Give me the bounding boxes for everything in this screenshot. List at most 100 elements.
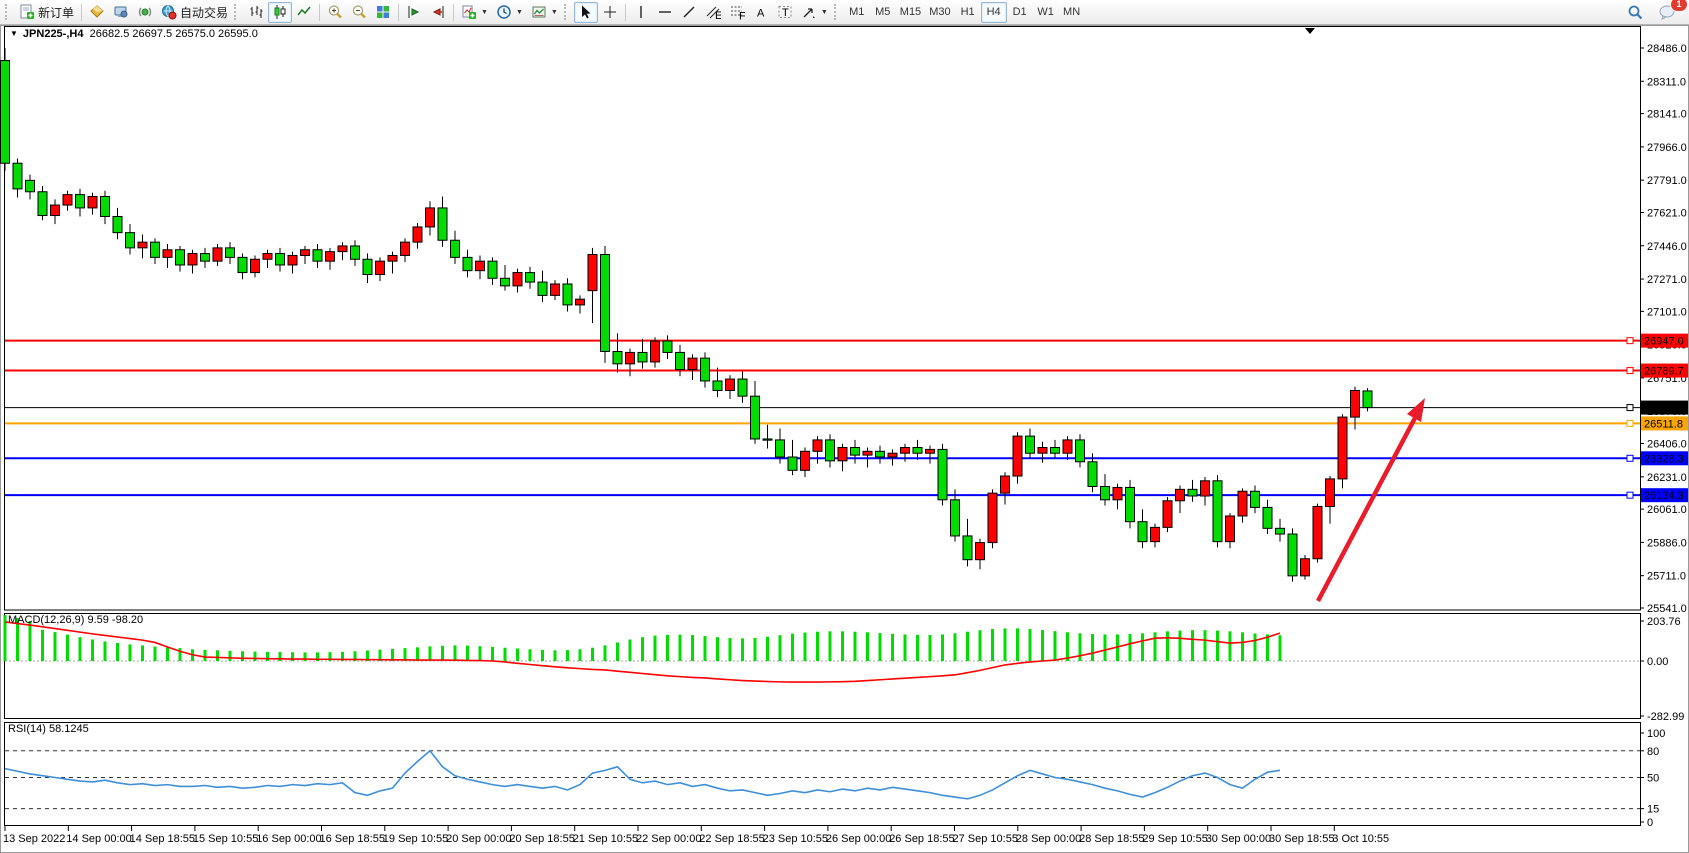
candle-body — [712, 380, 723, 391]
fibonacci-button[interactable]: F — [725, 2, 749, 23]
charts-button[interactable] — [85, 2, 109, 23]
candle-body — [1325, 478, 1335, 507]
line-handle[interactable] — [1626, 367, 1634, 375]
toolbar-grip[interactable] — [563, 4, 571, 20]
zoom-in-icon — [327, 4, 343, 20]
candle-body — [912, 447, 923, 454]
candle-body — [412, 226, 423, 243]
candle-body — [687, 357, 698, 371]
zoom-in-button[interactable] — [323, 2, 347, 23]
charts-icon — [89, 4, 105, 20]
price-axis-label: 28311.0 — [1647, 76, 1686, 88]
svg-text:F: F — [739, 11, 745, 21]
toolbar-grip[interactable] — [833, 4, 841, 20]
candle-body — [287, 254, 298, 266]
time-axis-label: 14 Sep 00:00 — [66, 833, 131, 845]
arrow-tools-button[interactable]: ▼ — [797, 2, 832, 23]
timeframe-M30[interactable]: M30 — [925, 2, 954, 23]
navigator-button[interactable] — [109, 2, 133, 23]
cursor-button[interactable] — [573, 1, 598, 23]
timeframe-MN[interactable]: MN — [1059, 2, 1085, 23]
timeframe-M1[interactable]: M1 — [844, 2, 870, 23]
crosshair-button[interactable] — [598, 2, 622, 23]
candle-body — [750, 395, 760, 440]
toolbar-grip[interactable] — [234, 4, 241, 20]
vertical-line-button[interactable] — [629, 2, 653, 23]
candle-body — [850, 447, 860, 456]
macd-signal-line — [4, 621, 1281, 683]
crosshair-icon — [602, 4, 618, 20]
bar-chart-button[interactable] — [244, 2, 268, 23]
candle-body — [1300, 558, 1310, 577]
candle-body — [0, 60, 10, 164]
new-order-button[interactable]: 新订单 — [15, 2, 78, 23]
candle-body — [475, 260, 485, 272]
candle-body — [300, 249, 310, 256]
trend-arrow-shaft[interactable] — [1316, 416, 1417, 603]
toolbar-grip[interactable] — [5, 4, 12, 20]
timeframe-D1[interactable]: D1 — [1007, 2, 1033, 23]
text-button[interactable]: A — [749, 2, 773, 23]
periods-button[interactable]: ▼ — [492, 2, 527, 23]
tile-windows-button[interactable] — [371, 2, 395, 23]
market-watch-button[interactable] — [133, 2, 157, 23]
line-handle[interactable] — [1626, 419, 1634, 427]
time-axis-label: 29 Sep 10:55 — [1142, 833, 1207, 845]
candle-body — [1212, 480, 1223, 543]
line-handle[interactable] — [1626, 491, 1634, 499]
trendline-button[interactable] — [677, 2, 701, 23]
time-axis-label: 14 Sep 18:55 — [130, 833, 195, 845]
candle-body — [937, 448, 948, 501]
search-button[interactable] — [1623, 2, 1648, 23]
timeframe-H1[interactable]: H1 — [955, 2, 981, 23]
candle-body — [87, 196, 98, 209]
equidistant-channel-button[interactable]: E — [701, 2, 725, 23]
candle-body — [1237, 490, 1248, 517]
text-label-button[interactable]: T — [773, 2, 797, 23]
price-badge — [1641, 363, 1688, 378]
candle-body — [1112, 486, 1123, 501]
horizontal-line-button[interactable] — [653, 2, 677, 23]
line-handle[interactable] — [1626, 404, 1634, 412]
templates-button[interactable]: ▼ — [527, 2, 562, 23]
periods-clock-icon — [496, 4, 512, 20]
line-handle[interactable] — [1626, 337, 1634, 345]
candle-body — [975, 542, 985, 561]
candle-body — [362, 258, 373, 275]
price-badge — [1641, 400, 1688, 415]
chart-shift-marker[interactable] — [1305, 28, 1315, 34]
chart-title: ▼ JPN225-,H4 26682.5 26697.5 26575.0 2659… — [10, 28, 258, 40]
candle-body — [62, 194, 73, 206]
candle-body — [387, 254, 398, 262]
candlestick-chart-button[interactable] — [268, 1, 293, 23]
time-axis-label: 26 Sep 18:55 — [889, 833, 954, 845]
candle-body — [762, 438, 773, 441]
price-axis-label: 25711.0 — [1647, 571, 1686, 583]
candle-body — [1312, 505, 1323, 560]
auto-trading-button[interactable]: 自动交易 — [157, 2, 232, 23]
zoom-out-button[interactable] — [347, 2, 371, 23]
candle-body — [787, 456, 798, 471]
candle-body — [987, 492, 998, 544]
add-indicator-button[interactable]: ▼ — [457, 2, 492, 23]
macd-axis-label: 0.00 — [1647, 656, 1668, 668]
line-chart-button[interactable] — [292, 2, 316, 23]
price-badge-label: 26511.8 — [1644, 418, 1683, 430]
line-handle[interactable] — [1626, 454, 1634, 462]
chart-shift-button[interactable] — [402, 2, 426, 23]
trend-arrow-head[interactable] — [1407, 398, 1425, 422]
candle-body — [1250, 490, 1260, 508]
dropdown-caret-icon: ▼ — [550, 8, 558, 16]
timeframe-W1[interactable]: W1 — [1033, 2, 1059, 23]
timeframe-H4[interactable]: H4 — [980, 1, 1007, 23]
price-axis-label: 27446.0 — [1647, 241, 1687, 253]
time-axis-label: 28 Sep 00:00 — [1016, 833, 1081, 845]
chart-dropdown-icon[interactable]: ▼ — [10, 29, 18, 38]
price-axis-label: 25886.0 — [1647, 537, 1687, 549]
chart-autoscroll-button[interactable] — [426, 2, 450, 23]
timeframe-M15[interactable]: M15 — [896, 2, 925, 23]
timeframe-M5[interactable]: M5 — [870, 2, 896, 23]
candle-body — [775, 439, 785, 458]
time-axis-label: 21 Sep 10:55 — [573, 833, 638, 845]
